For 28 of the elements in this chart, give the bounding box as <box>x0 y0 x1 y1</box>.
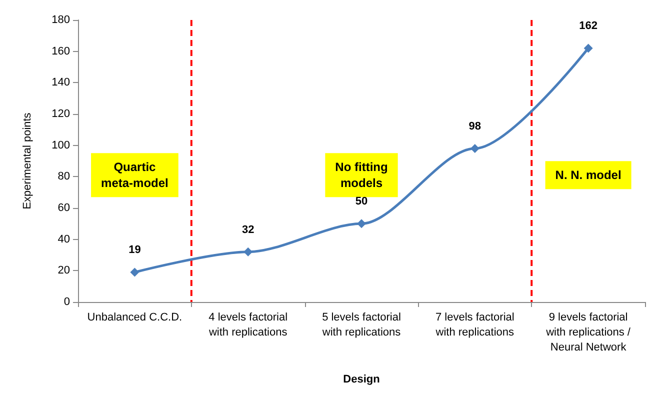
x-tick-label: 5 levels factorial with replications <box>321 312 402 338</box>
x-axis-title: Design <box>343 374 380 386</box>
y-tick-label: 160 <box>52 45 70 58</box>
data-label: 98 <box>468 120 482 132</box>
y-tick-label: 120 <box>52 108 70 120</box>
y-tick-label: 180 <box>52 14 70 26</box>
y-tick-label: 140 <box>52 76 70 89</box>
x-tick-label: 4 levels factorial with replications <box>208 312 288 338</box>
y-tick-label: 100 <box>52 139 70 152</box>
data-label: 19 <box>128 244 141 256</box>
point <box>357 219 366 228</box>
y-axis-title: Experimental points <box>22 112 34 210</box>
y-tick-label: 80 <box>58 170 70 183</box>
data-label: 32 <box>242 224 254 236</box>
annotation: No fitting models <box>335 160 388 190</box>
y-tick-label: 20 <box>58 264 70 277</box>
y-tick-label: 0 <box>64 296 70 308</box>
annotation: N. N. model <box>555 168 622 182</box>
point <box>584 44 593 53</box>
data-label: 50 <box>355 196 368 208</box>
y-tick-label: 40 <box>58 233 70 246</box>
point <box>130 268 140 277</box>
annotation: Quartic meta-model <box>101 160 168 190</box>
x-tick-label: Unbalanced C.C.D. <box>87 312 182 324</box>
data-label: 162 <box>579 20 598 32</box>
x-tick-label: 9 levels factorial with replications / Neural Network <box>545 312 632 354</box>
y-tick-label: 60 <box>58 202 70 214</box>
x-tick-label: 7 levels factorial with replications <box>434 312 515 338</box>
